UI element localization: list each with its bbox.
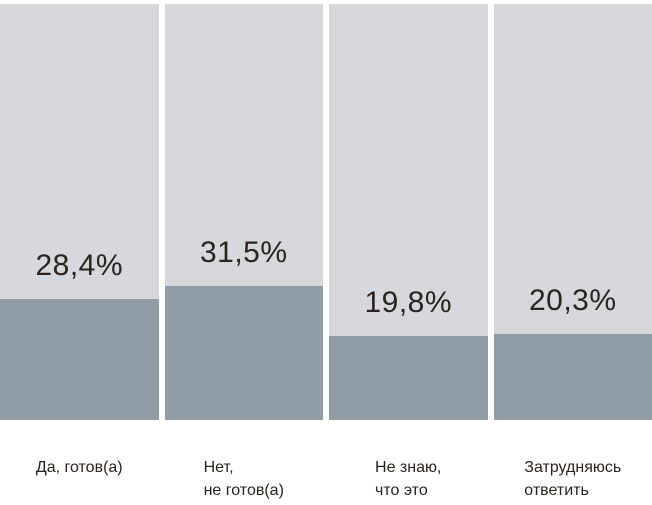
bar-column: 28,4% (0, 4, 159, 420)
bar-fill (0, 299, 159, 420)
bar-column: 19,8% (329, 4, 488, 420)
bar-value-label: 20,3% (528, 284, 617, 317)
category-label: Нет, не готов(а) (203, 459, 284, 499)
chart-plot-area: 28,4% 31,5% 19,8% 20,3% (0, 4, 652, 420)
category-label: Да, готов(а) (35, 459, 123, 476)
category-label-cell: Не знаю, что это (329, 456, 488, 502)
bar-column: 31,5% (164, 4, 323, 420)
bar-value-label: 19,8% (364, 286, 453, 319)
category-axis: Да, готов(а) Нет, не готов(а) Не знаю, ч… (0, 456, 652, 502)
category-label: Затрудняюсь ответить (524, 459, 622, 499)
bar-value-label: 28,4% (35, 249, 124, 282)
category-label-cell: Да, готов(а) (0, 456, 159, 502)
bar-fill (164, 286, 323, 420)
category-label: Не знаю, что это (375, 459, 442, 499)
bar-fill (329, 336, 488, 420)
category-label-cell: Нет, не готов(а) (165, 456, 324, 502)
bar-value-label: 31,5% (199, 236, 288, 269)
bar-fill (493, 334, 652, 420)
bar-column: 20,3% (493, 4, 652, 420)
category-label-cell: Затрудняюсь ответить (494, 456, 652, 502)
